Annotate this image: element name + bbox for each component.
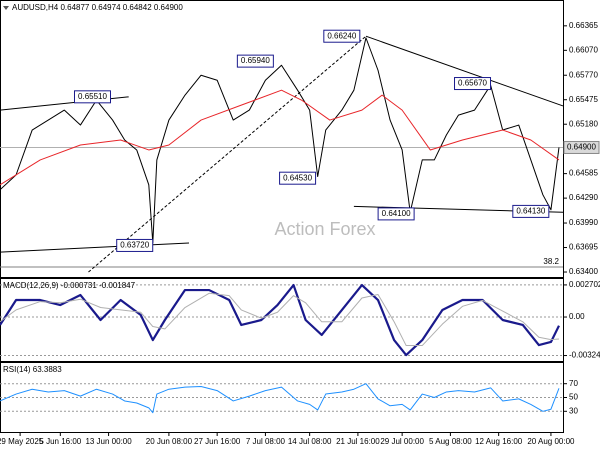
y-tick-label: 0.63990 bbox=[569, 218, 598, 227]
price-label: 0.64130 bbox=[516, 207, 545, 216]
x-tick-label: 21 Jul 16:00 bbox=[336, 437, 380, 446]
price-label: 0.63720 bbox=[120, 241, 149, 250]
trendline bbox=[0, 242, 190, 253]
price-label-box bbox=[454, 77, 492, 91]
series-line bbox=[0, 37, 560, 244]
price-label: 0.65510 bbox=[78, 92, 107, 101]
trendline bbox=[365, 35, 564, 107]
panel-frame bbox=[0, 278, 564, 362]
x-tick-label: 29 Jul 00:00 bbox=[380, 437, 424, 446]
collapse-icon bbox=[3, 6, 9, 10]
price-label-box bbox=[512, 204, 550, 218]
x-tick-label: 27 Jun 16:00 bbox=[194, 437, 241, 446]
price-label-box bbox=[236, 54, 274, 68]
y-tick-label: 70 bbox=[569, 379, 578, 388]
price-label-box bbox=[323, 29, 361, 43]
price-label: 0.64100 bbox=[382, 209, 411, 218]
series-line bbox=[0, 283, 560, 357]
x-tick-label: 14 Jul 08:00 bbox=[288, 437, 332, 446]
price-label: 0.66240 bbox=[327, 31, 356, 40]
y-tick-label: 30 bbox=[569, 406, 578, 415]
y-tick-label: 0.64585 bbox=[569, 169, 598, 178]
panel-title: MACD(12,26,9) -0.000731 -0.001847 bbox=[3, 281, 136, 290]
series-line bbox=[0, 383, 560, 414]
panel-title: AUDUSD,H4 0.64877 0.64974 0.64842 0.6490… bbox=[12, 3, 183, 12]
panel-frame bbox=[0, 0, 564, 278]
x-tick-label: 20 Jun 08:00 bbox=[146, 437, 193, 446]
y-tick-label: 0.64290 bbox=[569, 193, 598, 202]
x-tick-label: 29 May 2025 bbox=[0, 437, 44, 446]
series-line bbox=[0, 292, 560, 347]
y-tick-label: 0.65770 bbox=[569, 70, 598, 79]
y-tick-label: 0.63400 bbox=[569, 267, 598, 276]
price-label: 0.65940 bbox=[241, 56, 270, 65]
price-label: 0.64530 bbox=[283, 173, 312, 182]
current-price-box bbox=[563, 140, 600, 154]
price-label-box bbox=[116, 238, 154, 252]
x-tick-label: 5 Jun 16:00 bbox=[39, 437, 81, 446]
watermark: Action Forex bbox=[274, 219, 375, 239]
x-tick-label: 20 Aug 00:00 bbox=[527, 437, 575, 446]
y-tick-label: 0.63695 bbox=[569, 243, 598, 252]
y-tick-label: 0.65180 bbox=[569, 119, 598, 128]
y-tick-label: 0.66070 bbox=[569, 45, 598, 54]
price-label: 0.65670 bbox=[458, 79, 487, 88]
fib-label: 38.2 bbox=[543, 257, 559, 266]
panel-title: RSI(14) 63.3883 bbox=[3, 365, 62, 374]
y-tick-label: 0.002702 bbox=[569, 280, 600, 289]
current-price-label: 0.64900 bbox=[567, 143, 596, 152]
trendline bbox=[88, 35, 367, 273]
price-label-box bbox=[73, 90, 111, 104]
x-tick-label: 13 Jun 00:00 bbox=[85, 437, 132, 446]
x-tick-label: 12 Aug 16:00 bbox=[475, 437, 523, 446]
price-label-box bbox=[279, 171, 317, 185]
y-tick-label: 0.00 bbox=[569, 312, 585, 321]
x-tick-label: 7 Jul 08:00 bbox=[246, 437, 286, 446]
y-tick-label: 50 bbox=[569, 393, 578, 402]
y-tick-label: 0.65475 bbox=[569, 95, 598, 104]
y-tick-label: -0.003241 bbox=[569, 351, 600, 360]
price-label-box bbox=[377, 207, 415, 221]
y-tick-label: 0.66365 bbox=[569, 21, 598, 30]
series-line bbox=[0, 89, 560, 186]
x-tick-label: 5 Aug 08:00 bbox=[429, 437, 472, 446]
